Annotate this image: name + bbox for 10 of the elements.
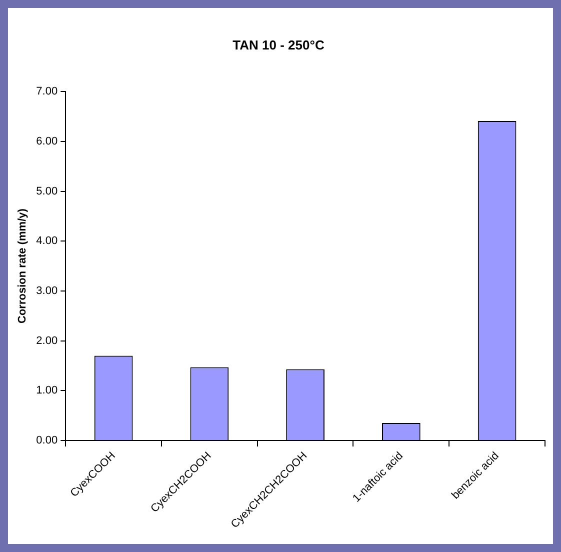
y-tick-label: 5.00: [36, 185, 58, 198]
y-tick-label: 1.00: [36, 384, 58, 397]
y-tick-label: 2.00: [36, 334, 58, 347]
y-tick-label: 6.00: [36, 135, 58, 148]
y-tick-label: 4.00: [36, 235, 58, 248]
y-axis-title: Corrosion rate (mm/y): [16, 208, 29, 324]
y-tick-label: 7.00: [36, 86, 58, 98]
y-tick-label: 3.00: [36, 284, 58, 297]
chart-title: TAN 10 - 250°C: [232, 37, 325, 52]
y-tick-label: 0.00: [36, 434, 58, 447]
